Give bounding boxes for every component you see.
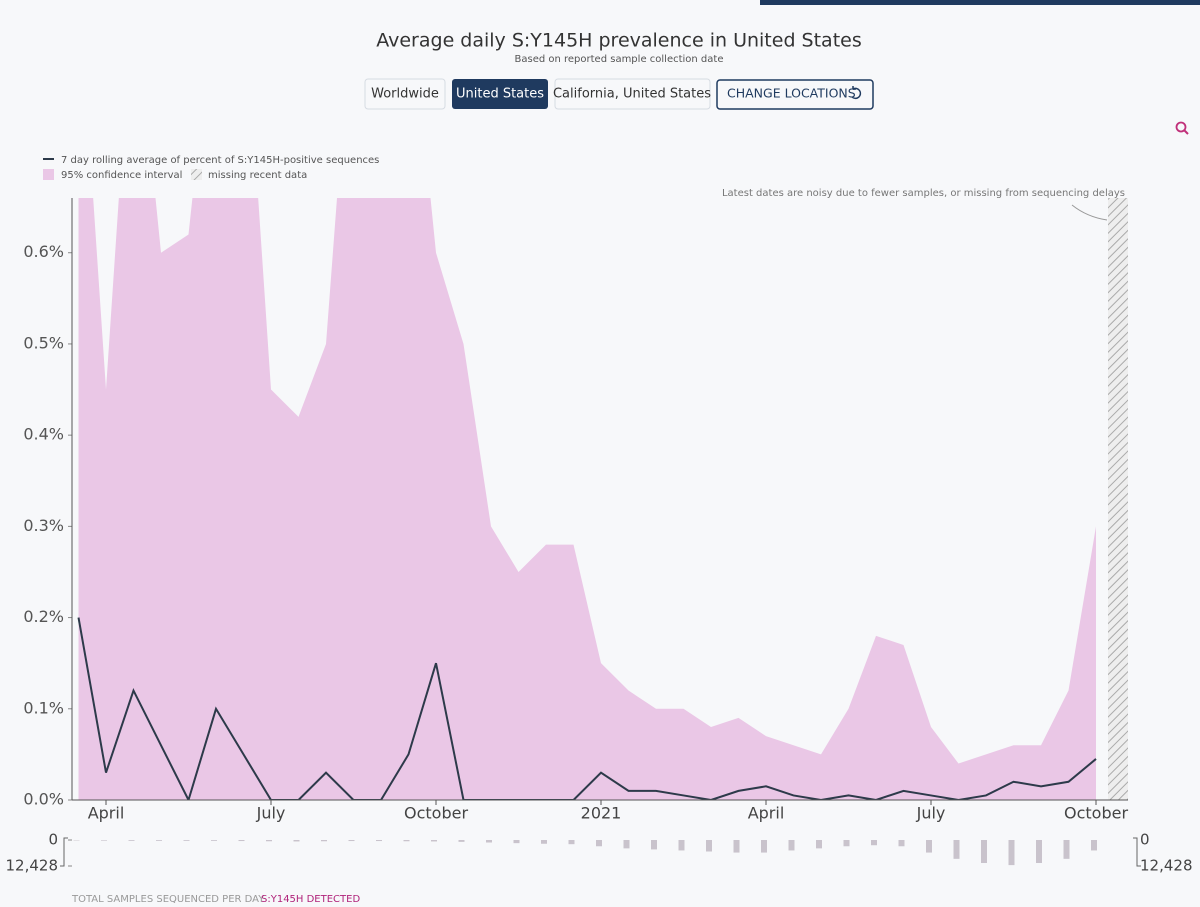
- y-tick-label: 0.2%: [23, 607, 64, 626]
- top-bar: [760, 0, 1200, 5]
- strip-bar: [706, 840, 712, 852]
- legend-swatch: [43, 169, 54, 180]
- zoom-icon[interactable]: [1177, 123, 1189, 135]
- button[interactable]: Worldwide: [365, 79, 445, 109]
- band-clip: [79, 0, 1097, 800]
- strip-bar: [926, 840, 932, 853]
- strip-bar: [266, 840, 272, 841]
- button[interactable]: United States: [452, 79, 548, 109]
- button-label[interactable]: United States: [456, 87, 544, 102]
- x-tick-label: 2021: [581, 804, 622, 823]
- strip-bar: [349, 840, 355, 841]
- y-tick-label: 0.0%: [23, 790, 64, 809]
- y-tick-label: 0.4%: [23, 425, 64, 444]
- button[interactable]: California, United States: [553, 79, 711, 109]
- strip-legend: TOTAL SAMPLES SEQUENCED PER DAY: [71, 894, 265, 903]
- annotation-arrow: [1072, 205, 1107, 220]
- y-tick-label: 0.5%: [23, 333, 64, 352]
- x-tick-label: July: [916, 804, 946, 823]
- legend-label: 7 day rolling average of percent of S:Y1…: [61, 155, 379, 166]
- strip-bar: [954, 840, 960, 859]
- strip-bar: [816, 840, 822, 848]
- legend-label: 95% confidence interval: [61, 170, 182, 181]
- legend-swatch: [191, 169, 202, 180]
- button[interactable]: CHANGE LOCATIONS: [717, 80, 873, 109]
- x-tick-label: April: [748, 804, 785, 823]
- strip-tick-label: 0: [48, 831, 58, 849]
- strip-bar: [101, 840, 107, 841]
- y-tick-label: 0.1%: [23, 698, 64, 717]
- strip-bar: [844, 840, 850, 846]
- strip-bar: [404, 840, 410, 841]
- strip-bar: [294, 840, 300, 841]
- strip-legend: S:Y145H DETECTED: [261, 894, 360, 903]
- strip-bar: [981, 840, 987, 863]
- button-label[interactable]: California, United States: [553, 87, 711, 102]
- strip-bar: [899, 840, 905, 846]
- y-tick-label: 0.3%: [23, 516, 64, 535]
- x-tick-label: October: [404, 804, 468, 823]
- legend-label: missing recent data: [208, 170, 307, 181]
- strip-bar: [761, 840, 767, 853]
- strip-tick-label: 12,428: [6, 857, 59, 875]
- button-label[interactable]: Worldwide: [371, 87, 439, 102]
- strip-bar: [1036, 840, 1042, 863]
- strip-bar: [156, 840, 162, 841]
- strip-bar: [651, 840, 657, 849]
- x-tick-label: April: [88, 804, 125, 823]
- strip-bar: [1064, 840, 1070, 859]
- strip-bar: [789, 840, 795, 850]
- annotation: Latest dates are noisy due to fewer samp…: [722, 188, 1125, 199]
- confidence-band: [79, 0, 1097, 800]
- strip-bar: [459, 840, 465, 842]
- strip-bar: [184, 840, 190, 841]
- strip-bar: [1009, 840, 1015, 865]
- strip-bar: [871, 840, 877, 845]
- strip-bar: [486, 840, 492, 843]
- strip-tick-label: 12,428: [1140, 857, 1193, 875]
- plot: 0.0% 0.1% 0.2% 0.3% 0.4% 0.5% 0.6% April July Oct…: [6, 0, 1193, 903]
- strip-bar: [596, 840, 602, 846]
- strip-bar: [679, 840, 685, 850]
- strip-bar: [129, 840, 135, 841]
- strip-bar: [431, 840, 437, 841]
- strip-bar: [321, 840, 327, 841]
- missing-region: [1108, 198, 1128, 800]
- strip-bar: [514, 840, 520, 843]
- x-tick-label: October: [1064, 804, 1128, 823]
- strip-bar: [239, 840, 245, 841]
- strip-bar: [211, 840, 217, 841]
- button-label[interactable]: CHANGE LOCATIONS: [727, 86, 856, 101]
- title: Average daily S:Y145H prevalence in Unit…: [376, 30, 862, 52]
- strip-bar: [376, 840, 382, 841]
- strip-bar: [734, 840, 740, 853]
- strip-bar: [541, 840, 547, 844]
- strip-bar: [569, 840, 575, 844]
- strip-tick-label: 0: [1140, 831, 1150, 849]
- x-tick-label: July: [256, 804, 286, 823]
- strip-bar: [1091, 840, 1097, 850]
- strip-bar: [624, 840, 630, 848]
- y-tick-label: 0.6%: [23, 242, 64, 261]
- subtitle: Based on reported sample collection date: [515, 54, 724, 65]
